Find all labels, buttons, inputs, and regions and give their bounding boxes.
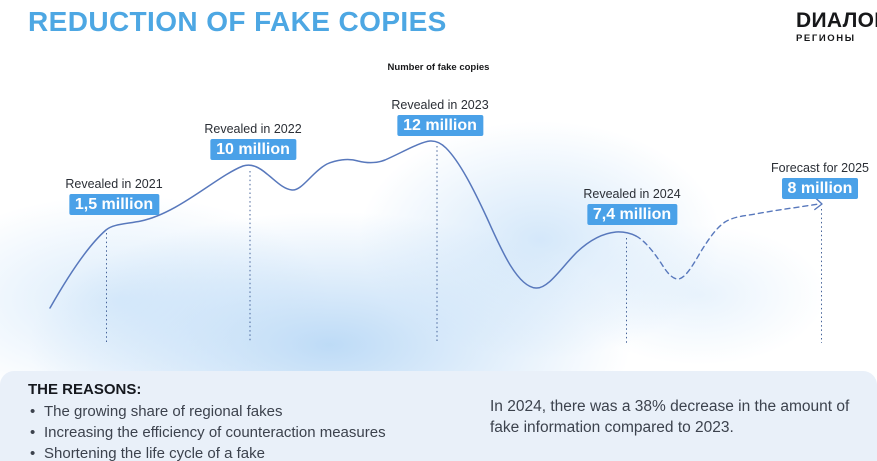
callout-2023-label: Revealed in 2023	[391, 98, 489, 112]
line-series-solid	[49, 140, 637, 309]
callout-2021: Revealed in 2021 1,5 million	[65, 177, 163, 215]
callout-2022-value: 10 million	[210, 139, 296, 160]
forecast-arrowhead-icon	[814, 196, 823, 211]
callout-2024-value: 7,4 million	[586, 204, 678, 225]
callout-2025: Forecast for 2025 8 million	[771, 161, 869, 199]
logo-wordmark: DИАЛОГ	[796, 9, 877, 32]
callout-2023-value: 12 million	[397, 115, 483, 136]
callout-2021-label: Revealed in 2021	[65, 177, 163, 191]
callout-2021-value: 1,5 million	[68, 194, 160, 215]
callout-2025-value: 8 million	[781, 178, 859, 199]
reasons-list: The growing share of regional fakes Incr…	[28, 401, 386, 461]
reason-item: The growing share of regional fakes	[28, 401, 386, 422]
callout-2022-label: Revealed in 2022	[204, 122, 302, 136]
callout-2022: Revealed in 2022 10 million	[204, 122, 302, 160]
callout-2025-label: Forecast for 2025	[771, 161, 869, 175]
callout-2023: Revealed in 2023 12 million	[391, 98, 489, 136]
reasons-block: THE REASONS: The growing share of region…	[28, 381, 386, 461]
decrease-note: In 2024, there was a 38% decrease in the…	[490, 398, 850, 436]
callout-2024-label: Revealed in 2024	[583, 187, 681, 201]
bottom-panel: THE REASONS: The growing share of region…	[0, 371, 877, 461]
reasons-heading: THE REASONS:	[28, 381, 142, 398]
logo-subtitle: РЕГИОНЫ	[796, 33, 856, 44]
chart-title: Number of fake copies	[387, 62, 490, 73]
dialog-regions-logo: DИАЛОГ РЕГИОНЫ	[796, 10, 877, 44]
reason-item: Shortening the life cycle of a fake	[28, 443, 386, 461]
reason-item: Increasing the efficiency of counteracti…	[28, 422, 386, 443]
page-title: REDUCTION OF FAKE COPIES	[28, 6, 447, 37]
line-series-forecast-dashed	[635, 203, 820, 280]
callout-2024: Revealed in 2024 7,4 million	[583, 187, 681, 225]
